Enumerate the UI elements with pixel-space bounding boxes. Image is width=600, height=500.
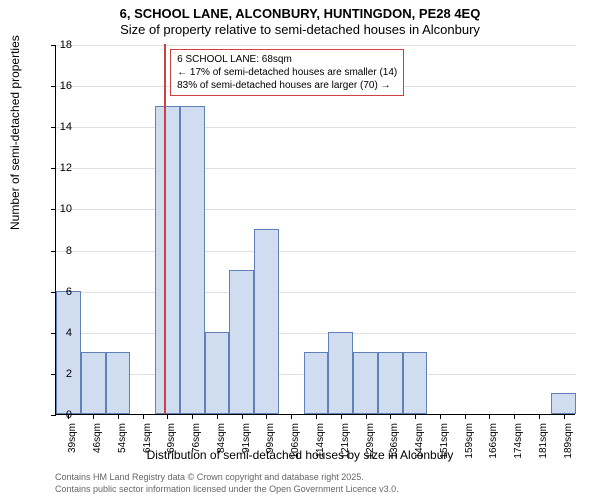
histogram-bar	[180, 106, 205, 414]
x-tick-mark	[316, 414, 317, 419]
x-tick-mark	[266, 414, 267, 419]
y-tick-label: 14	[60, 121, 72, 133]
x-tick-label: 99sqm	[265, 423, 276, 463]
histogram-bar	[106, 352, 131, 414]
x-tick-mark	[242, 414, 243, 419]
x-tick-mark	[167, 414, 168, 419]
x-tick-label: 39sqm	[67, 423, 78, 463]
x-tick-mark	[514, 414, 515, 419]
x-tick-label: 159sqm	[464, 423, 475, 463]
property-marker-line	[164, 44, 166, 414]
x-tick-mark	[489, 414, 490, 419]
x-tick-mark	[93, 414, 94, 419]
y-axis-label: Number of semi-detached properties	[8, 35, 22, 230]
histogram-bar	[304, 352, 329, 414]
x-tick-label: 46sqm	[92, 423, 103, 463]
x-tick-label: 114sqm	[315, 423, 326, 463]
x-tick-label: 174sqm	[513, 423, 524, 463]
gridline	[56, 127, 576, 128]
x-tick-label: 166sqm	[488, 423, 499, 463]
y-tick-label: 2	[66, 368, 72, 380]
footer-attribution-1: Contains HM Land Registry data © Crown c…	[55, 472, 364, 482]
y-tick-label: 16	[60, 80, 72, 92]
gridline	[56, 45, 576, 46]
histogram-bar	[403, 352, 428, 414]
x-tick-mark	[192, 414, 193, 419]
y-tick-label: 18	[60, 39, 72, 51]
x-tick-label: 144sqm	[414, 423, 425, 463]
x-tick-mark	[366, 414, 367, 419]
gridline	[56, 168, 576, 169]
y-tick-mark	[51, 209, 56, 210]
gridline	[56, 333, 576, 334]
histogram-bar	[254, 229, 279, 414]
info-box-smaller: ← 17% of semi-detached houses are smalle…	[177, 66, 397, 79]
y-tick-mark	[51, 45, 56, 46]
x-tick-label: 91sqm	[241, 423, 252, 463]
x-tick-mark	[465, 414, 466, 419]
y-tick-label: 4	[66, 327, 72, 339]
x-tick-mark	[440, 414, 441, 419]
x-tick-label: 54sqm	[117, 423, 128, 463]
y-tick-mark	[51, 168, 56, 169]
x-tick-mark	[564, 414, 565, 419]
plot-area: 6 SCHOOL LANE: 68sqm← 17% of semi-detach…	[55, 45, 575, 415]
y-tick-mark	[51, 127, 56, 128]
x-tick-label: 189sqm	[563, 423, 574, 463]
footer-attribution-2: Contains public sector information licen…	[55, 484, 399, 494]
x-tick-label: 181sqm	[538, 423, 549, 463]
x-tick-mark	[217, 414, 218, 419]
x-tick-label: 151sqm	[439, 423, 450, 463]
y-tick-mark	[51, 86, 56, 87]
x-tick-label: 136sqm	[389, 423, 400, 463]
x-tick-mark	[143, 414, 144, 419]
y-tick-label: 10	[60, 203, 72, 215]
histogram-bar	[378, 352, 403, 414]
y-tick-label: 8	[66, 245, 72, 257]
y-tick-mark	[51, 251, 56, 252]
histogram-bar	[328, 332, 353, 414]
gridline	[56, 292, 576, 293]
x-tick-label: 76sqm	[191, 423, 202, 463]
y-tick-mark	[51, 415, 56, 416]
x-tick-mark	[539, 414, 540, 419]
chart-plot: 6 SCHOOL LANE: 68sqm← 17% of semi-detach…	[55, 45, 575, 415]
histogram-bar	[81, 352, 106, 414]
gridline	[56, 209, 576, 210]
x-tick-mark	[118, 414, 119, 419]
x-tick-label: 69sqm	[166, 423, 177, 463]
x-tick-mark	[390, 414, 391, 419]
histogram-bar	[353, 352, 378, 414]
x-tick-mark	[291, 414, 292, 419]
histogram-bar	[155, 106, 180, 414]
x-tick-label: 84sqm	[216, 423, 227, 463]
x-tick-label: 129sqm	[365, 423, 376, 463]
info-box-larger: 83% of semi-detached houses are larger (…	[177, 79, 397, 92]
histogram-bar	[551, 393, 576, 414]
y-tick-label: 0	[66, 409, 72, 421]
x-tick-mark	[415, 414, 416, 419]
x-tick-label: 106sqm	[290, 423, 301, 463]
histogram-bar	[56, 291, 81, 414]
property-info-box: 6 SCHOOL LANE: 68sqm← 17% of semi-detach…	[170, 49, 404, 96]
x-tick-mark	[341, 414, 342, 419]
chart-title-description: Size of property relative to semi-detach…	[0, 22, 600, 37]
gridline	[56, 251, 576, 252]
y-tick-label: 12	[60, 162, 72, 174]
x-tick-label: 121sqm	[340, 423, 351, 463]
histogram-bar	[205, 332, 230, 414]
info-box-property: 6 SCHOOL LANE: 68sqm	[177, 53, 397, 66]
histogram-bar	[229, 270, 254, 414]
chart-title-address: 6, SCHOOL LANE, ALCONBURY, HUNTINGDON, P…	[0, 6, 600, 21]
x-tick-label: 61sqm	[142, 423, 153, 463]
y-tick-label: 6	[66, 286, 72, 298]
